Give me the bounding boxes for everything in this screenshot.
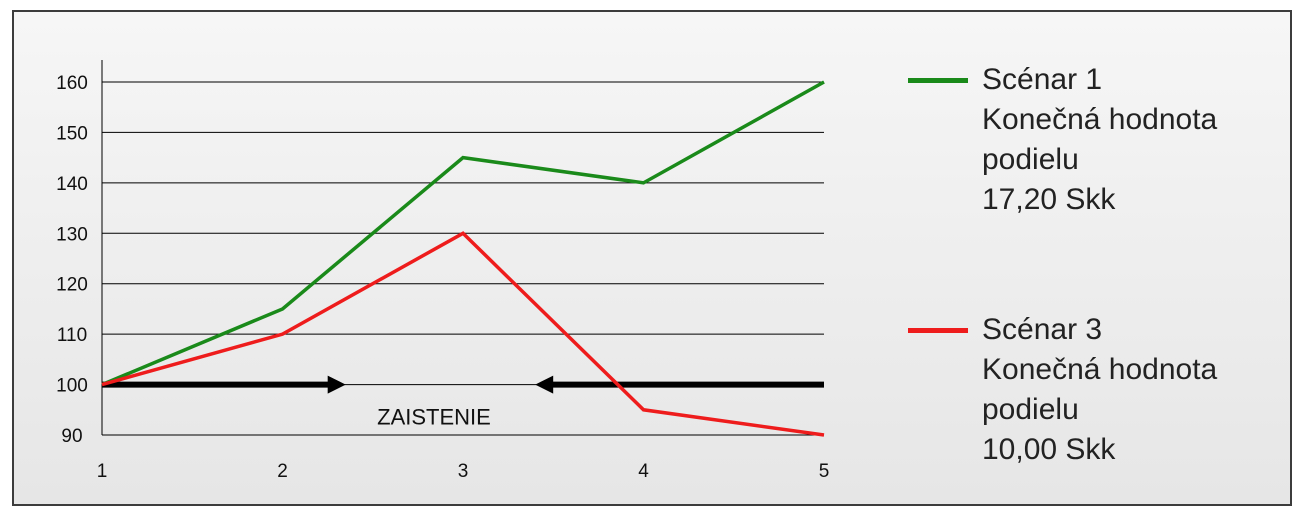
- legend-line: 17,20 Skk: [982, 180, 1217, 220]
- legend-line: Scénar 3: [982, 310, 1217, 350]
- y-tick-label: 140: [56, 174, 88, 195]
- arrow-right-head: [328, 376, 346, 394]
- y-tick-label: 110: [57, 325, 87, 346]
- x-tick-label: 1: [97, 461, 108, 482]
- y-tick-label: 130: [56, 224, 88, 245]
- x-tick-label: 2: [277, 461, 288, 482]
- y-tick-label: 100: [56, 376, 88, 397]
- y-tick-labels: 90 100 110 120 130 140 150 160: [56, 73, 88, 447]
- legend-line: 10,00 Skk: [982, 430, 1217, 470]
- legend-line: podielu: [982, 390, 1217, 430]
- axes: [102, 60, 824, 435]
- x-tick-label: 3: [458, 461, 469, 482]
- legend-line: Scénar 1: [982, 60, 1217, 100]
- x-tick-label: 4: [638, 461, 649, 482]
- y-tick-label: 160: [56, 73, 88, 94]
- legend-swatch-series-1: [908, 78, 968, 83]
- y-tick-label: 120: [56, 275, 88, 296]
- y-tick-label: 150: [56, 123, 88, 144]
- legend-line: Konečná hodnota: [982, 350, 1217, 390]
- legend-line: Konečná hodnota: [982, 100, 1217, 140]
- x-tick-labels: 1 2 3 4 5: [97, 461, 830, 482]
- legend-text-series-1: Scénar 1 Konečná hodnota podielu 17,20 S…: [982, 60, 1217, 220]
- y-tick-label: 90: [61, 426, 82, 447]
- arrow-left-head: [535, 376, 553, 394]
- legend-line: podielu: [982, 140, 1217, 180]
- x-tick-label: 5: [819, 461, 830, 482]
- legend-swatch-series-3: [908, 328, 968, 333]
- annotation-label: ZAISTENIE: [377, 405, 491, 430]
- legend-text-series-3: Scénar 3 Konečná hodnota podielu 10,00 S…: [982, 310, 1217, 470]
